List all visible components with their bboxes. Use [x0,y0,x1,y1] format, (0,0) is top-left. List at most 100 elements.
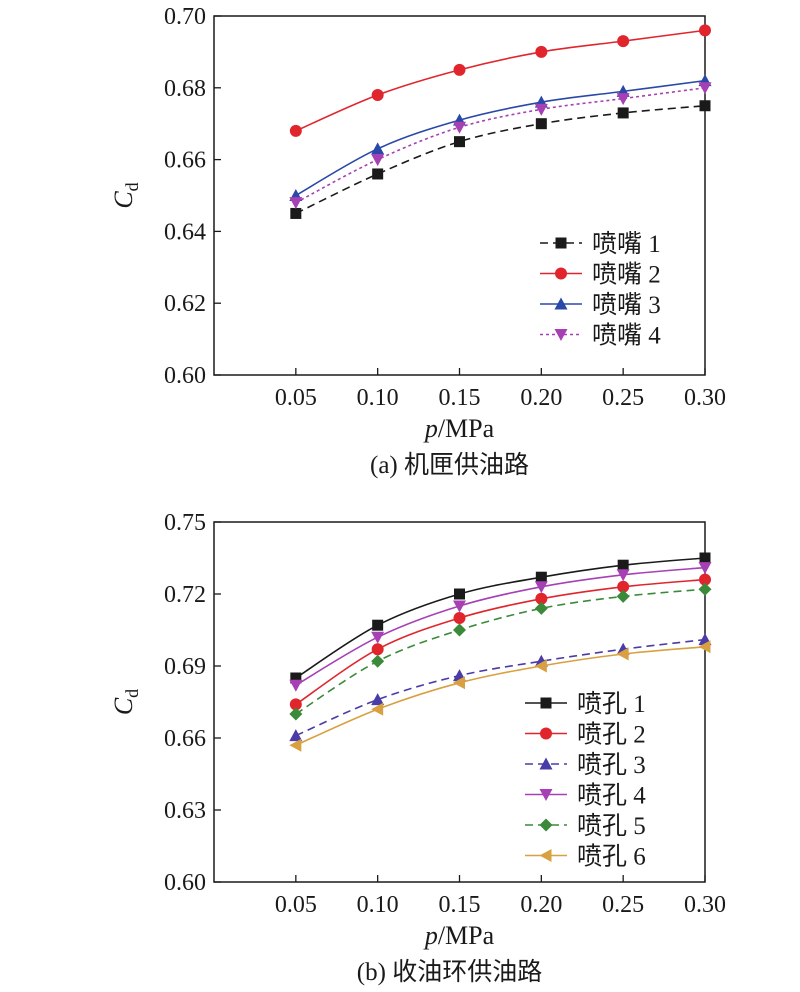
legend-label: 喷嘴 3 [592,291,661,319]
series-4 [289,562,712,692]
data-point [699,24,711,37]
legend-item: 喷孔 3 [525,751,646,779]
data-point [698,640,711,654]
data-point [371,643,384,656]
data-point [371,154,385,167]
x-tick-label: 0.05 [275,385,317,411]
x-axis-label-symbol: p [423,414,438,443]
data-point [289,679,303,692]
legend-label: 喷嘴 2 [592,261,661,289]
data-point [699,100,711,112]
data-point [453,121,466,134]
data-point [371,631,385,644]
x-axis-label-unit: /MPa [438,921,495,950]
series-2 [289,573,711,711]
y-tick-label: 0.66 [164,148,206,174]
legend-marker [539,849,552,862]
x-tick-label: 0.25 [602,892,644,918]
y-axis-label-subscript: d [122,182,142,191]
legend-label: 喷孔 2 [577,721,646,749]
panel-caption: (a) 机匣供油路 [370,451,529,479]
data-point [454,588,465,600]
data-point [698,582,712,596]
legend-item: 喷孔 2 [525,721,646,749]
legend-marker [540,697,552,709]
data-point [616,93,630,106]
data-point [699,552,711,564]
x-tick-label: 0.05 [275,892,317,918]
data-point [289,698,302,711]
data-point [534,659,547,673]
data-point [534,581,548,594]
y-tick-label: 0.68 [164,76,206,102]
x-axis-label: p/MPa [423,414,495,443]
data-point [453,63,466,76]
y-tick-label: 0.69 [164,654,206,680]
legend-marker [539,818,553,832]
series-5 [289,582,712,721]
x-tick-label: 0.20 [520,385,562,411]
series-line [295,79,706,197]
data-point [371,654,385,668]
data-point [617,35,630,48]
series-2 [289,24,711,137]
data-point [616,589,630,603]
series-line [295,638,706,737]
x-axis-label-unit: /MPa [438,414,495,443]
chart-panel-b: 0.60 0.63 0.66 0.69 0.72 0.75 0.05 0.10 0.15 0.20… [109,510,726,986]
x-tick-label: 0.15 [439,892,481,918]
legend: 喷嘴 1 喷嘴 2喷嘴 3 喷嘴 4 [540,230,661,350]
data-point [289,729,303,742]
data-point [699,573,711,586]
data-point [698,82,712,95]
data-point [289,707,303,721]
legend-marker [554,297,568,310]
legend-marker [555,267,567,280]
series-1 [290,100,711,219]
data-point [535,118,547,130]
data-point [289,197,303,210]
data-point [616,569,630,582]
legend-item: 喷嘴 1 [540,230,661,258]
y-tick-label: 0.60 [164,870,206,896]
series-line [295,104,706,215]
legend-marker [555,237,567,249]
data-point [453,676,465,690]
data-point [535,592,548,605]
legend-label: 喷孔 1 [577,690,646,718]
legend-label: 喷孔 3 [577,751,646,779]
legend-item: 喷嘴 2 [540,261,661,289]
x-tick-label: 0.25 [602,385,644,411]
data-point [371,88,384,101]
data-point [372,619,384,631]
data-point [698,562,712,575]
series-1 [290,552,711,684]
series-line [295,566,706,686]
x-tick-label: 0.15 [439,385,481,411]
y-tick-label: 0.75 [164,510,206,536]
legend-label: 喷嘴 1 [592,230,661,258]
data-point [616,647,629,661]
data-point [535,571,547,583]
y-axis-label-subscript: d [122,689,142,698]
y-tick-label: 0.63 [164,798,206,824]
y-tick-label: 0.66 [164,726,206,752]
legend-item: 喷孔 1 [525,690,646,718]
y-axis-label: Cd [109,689,142,715]
series-line [295,87,706,204]
data-point [454,136,465,148]
legend: 喷孔 1 喷孔 2喷孔 3 喷孔 4喷孔 5 喷孔 6 [525,690,646,871]
legend-item: 喷嘴 4 [540,322,661,350]
x-tick-label: 0.10 [357,385,399,411]
data-point [289,124,302,137]
y-axis-label-symbol: C [109,191,138,209]
data-point [290,207,302,219]
x-tick-label: 0.30 [684,385,726,411]
data-point [290,672,302,684]
chart-panel-a: 0.60 0.62 0.64 0.66 0.68 0.70 0.05 0.10 0.15 0.20… [109,4,726,479]
data-point [453,600,466,613]
series-line [295,588,706,715]
y-tick-label: 0.70 [164,4,206,30]
data-point [617,559,629,571]
